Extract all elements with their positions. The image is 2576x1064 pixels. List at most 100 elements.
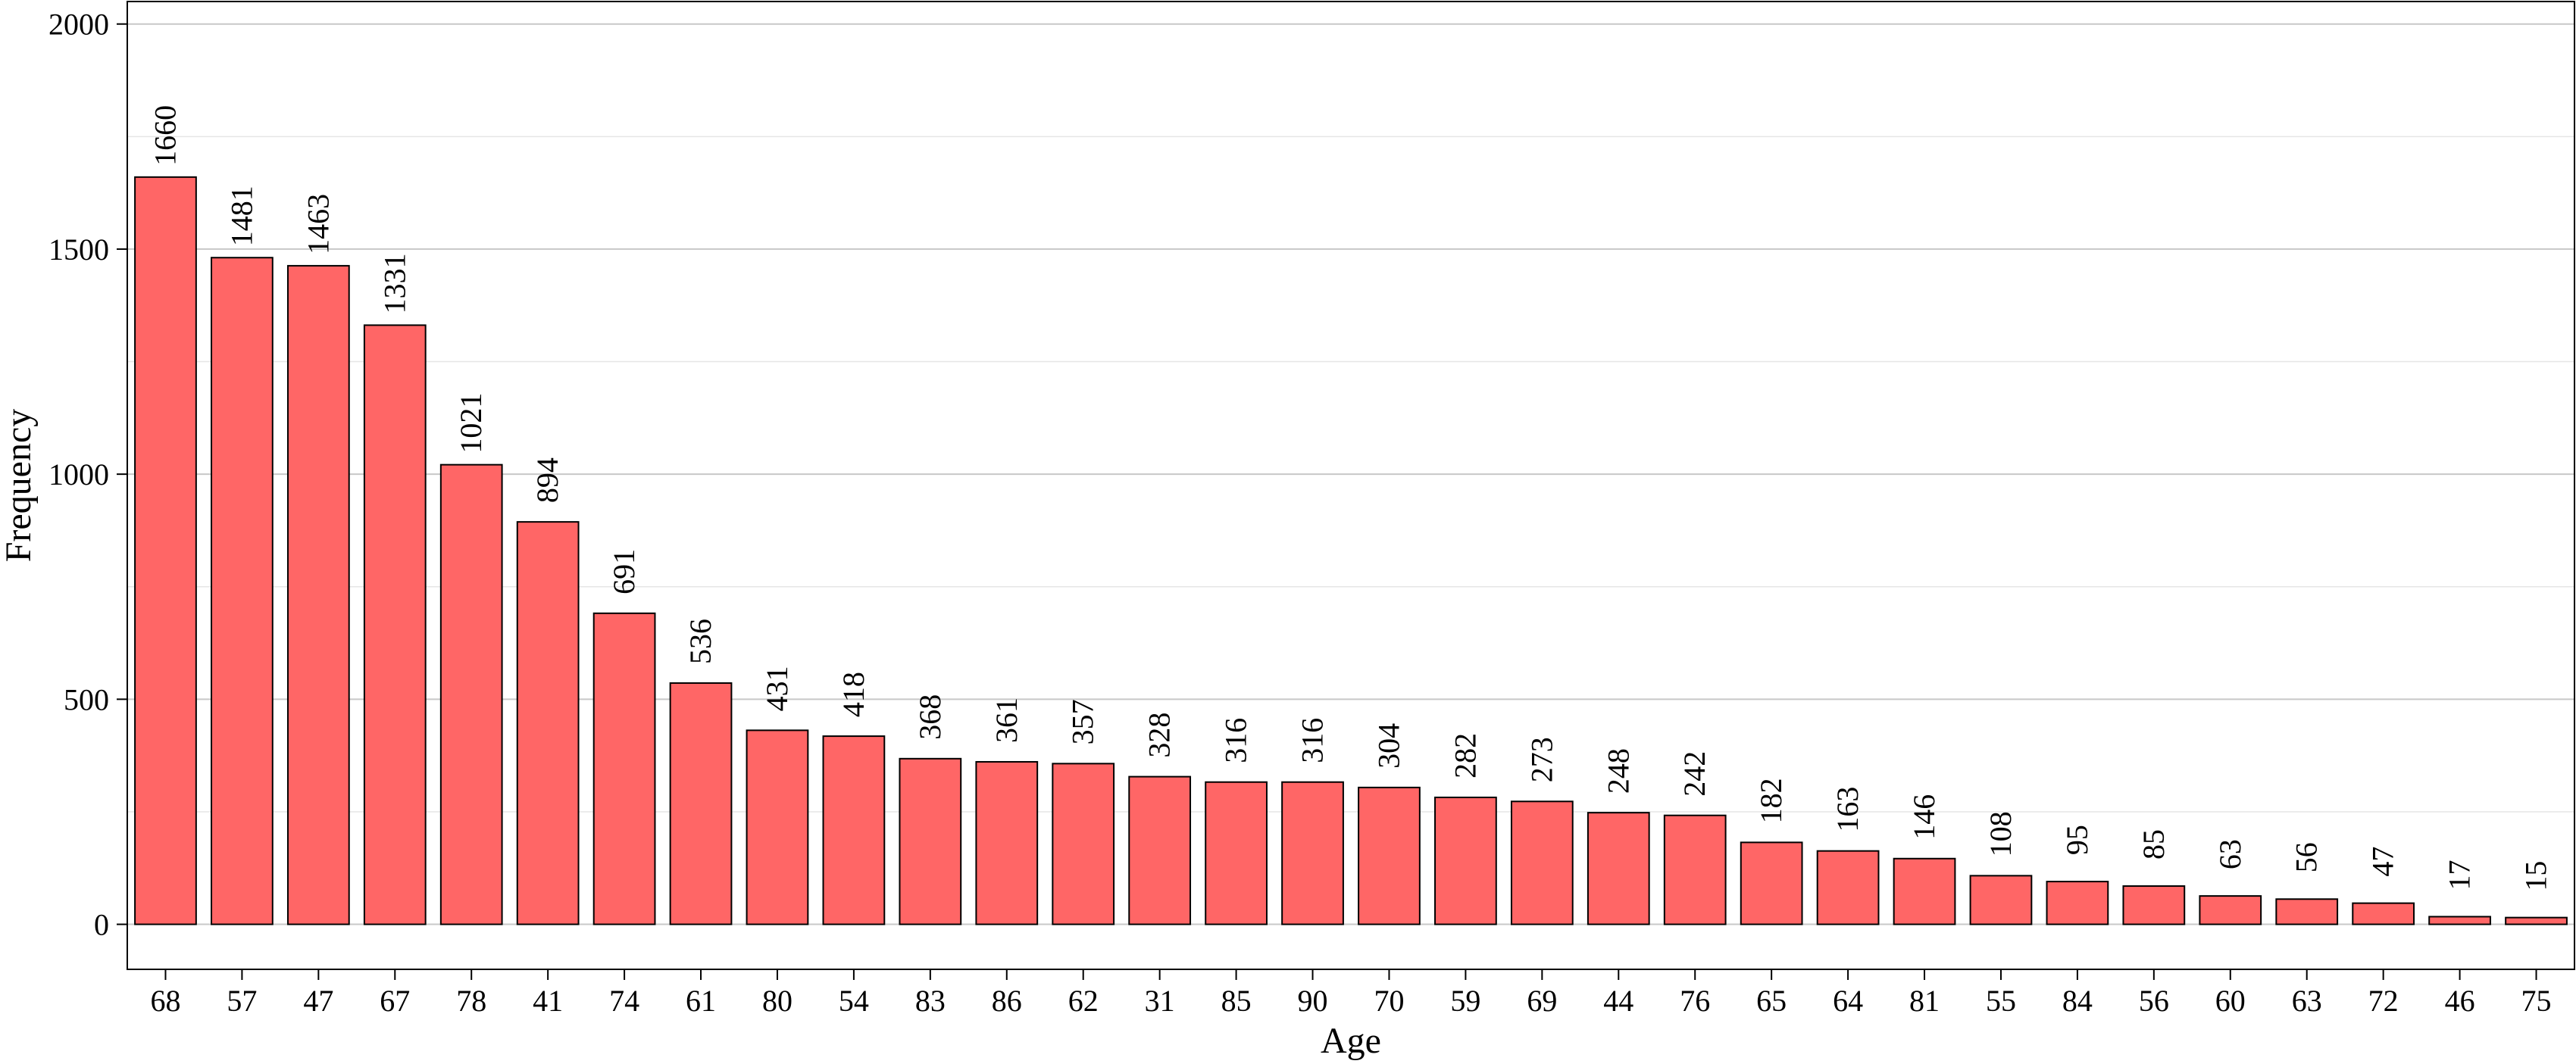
x-tick-label-75: 75 <box>2521 984 2552 1018</box>
bar-age-67 <box>363 324 427 925</box>
x-tick-label-65: 65 <box>1756 984 1787 1018</box>
bar-age-72 <box>2352 902 2415 925</box>
bar-age-61 <box>669 682 733 925</box>
data-label-age-41: 894 <box>530 457 564 503</box>
data-label-age-69: 273 <box>1524 737 1558 782</box>
bar-age-90 <box>1281 781 1344 925</box>
data-label-age-44: 248 <box>1601 748 1635 794</box>
plot-frame <box>127 1 2575 970</box>
y-tick-label: 1000 <box>48 457 109 491</box>
bar-age-78 <box>439 463 503 925</box>
bar-age-62 <box>1052 763 1115 925</box>
bar-age-46 <box>2428 916 2491 925</box>
data-label-age-84: 95 <box>2060 825 2094 855</box>
bars <box>134 176 2568 925</box>
y-axis-title: Frequency <box>0 409 39 563</box>
y-axis: 0 500 1000 1500 2000 <box>48 8 127 942</box>
x-axis: 68 57 47 67 78 41 74 61 80 54 83 86 62 31 85 90 70 59 69 44… <box>150 969 2552 1018</box>
x-tick-label-83: 83 <box>915 984 946 1018</box>
data-label-age-72: 47 <box>2366 847 2400 877</box>
x-tick-label-57: 57 <box>227 984 257 1018</box>
data-label-age-75: 15 <box>2519 861 2553 891</box>
x-tick-label-63: 63 <box>2292 984 2322 1018</box>
data-label-age-83: 368 <box>913 694 947 740</box>
data-label-age-70: 304 <box>1371 723 1405 769</box>
bar-age-41 <box>516 521 580 925</box>
x-tick-label-31: 31 <box>1145 984 1175 1018</box>
bar-age-60 <box>2199 895 2262 925</box>
data-label-age-62: 357 <box>1066 699 1100 744</box>
data-label-age-67: 1331 <box>377 253 411 314</box>
x-tick-label-74: 74 <box>609 984 639 1018</box>
data-label-age-85: 316 <box>1219 718 1253 763</box>
data-label-age-60: 63 <box>2213 839 2247 869</box>
data-label-age-74: 691 <box>607 549 641 594</box>
x-tick-label-46: 46 <box>2445 984 2475 1018</box>
y-tick-label: 1500 <box>48 232 109 267</box>
x-tick-label-55: 55 <box>1986 984 2016 1018</box>
data-label-age-47: 1463 <box>301 194 335 254</box>
bar-age-54 <box>822 735 886 925</box>
x-tick-label-41: 41 <box>533 984 563 1018</box>
bar-age-64 <box>1816 850 1880 925</box>
x-tick-label-59: 59 <box>1450 984 1480 1018</box>
x-tick-label-76: 76 <box>1680 984 1710 1018</box>
data-label-age-55: 108 <box>1984 811 2018 857</box>
bar-age-65 <box>1740 841 1803 925</box>
x-tick-label-69: 69 <box>1527 984 1557 1018</box>
bar-age-70 <box>1358 786 1421 925</box>
x-tick-label-80: 80 <box>762 984 792 1018</box>
x-tick-label-84: 84 <box>2062 984 2093 1018</box>
bar-age-55 <box>1969 875 2033 925</box>
bar-age-31 <box>1128 775 1192 925</box>
bar-age-85 <box>1205 781 1268 925</box>
x-tick-label-47: 47 <box>303 984 333 1018</box>
y-tick-label: 2000 <box>48 8 109 42</box>
x-tick-label-85: 85 <box>1221 984 1252 1018</box>
bar-age-63 <box>2275 898 2339 925</box>
data-label-age-57: 1481 <box>224 186 258 246</box>
y-tick-label: 0 <box>94 908 109 942</box>
data-label-age-80: 431 <box>760 666 794 711</box>
x-tick-label-54: 54 <box>839 984 869 1018</box>
data-label-age-65: 182 <box>1754 778 1788 823</box>
x-tick-label-78: 78 <box>456 984 486 1018</box>
data-labels: 1660 1481 1463 1331 1021 894 691 536 431 418 368 36… <box>148 105 2553 891</box>
x-tick-label-64: 64 <box>1833 984 1863 1018</box>
data-label-age-46: 17 <box>2443 860 2477 890</box>
bar-age-86 <box>975 760 1039 925</box>
data-label-age-78: 1021 <box>454 393 488 454</box>
bar-age-74 <box>592 612 656 925</box>
x-tick-label-70: 70 <box>1374 984 1404 1018</box>
x-tick-label-68: 68 <box>150 984 180 1018</box>
bar-age-80 <box>746 729 809 925</box>
data-label-age-81: 146 <box>1907 794 1941 840</box>
data-label-age-54: 418 <box>836 672 871 717</box>
bar-age-81 <box>1893 857 1956 925</box>
bar-age-75 <box>2505 916 2568 925</box>
data-label-age-56: 85 <box>2137 829 2171 860</box>
bar-age-47 <box>286 264 350 925</box>
data-label-age-90: 316 <box>1296 718 1330 763</box>
bar-age-76 <box>1663 814 1727 925</box>
bar-age-84 <box>2046 881 2109 925</box>
y-tick-label: 500 <box>64 682 109 716</box>
x-tick-label-60: 60 <box>2215 984 2246 1018</box>
x-tick-label-67: 67 <box>380 984 410 1018</box>
data-label-age-76: 242 <box>1677 751 1712 797</box>
data-label-age-31: 328 <box>1143 713 1177 758</box>
data-label-age-86: 361 <box>989 697 1024 743</box>
x-tick-label-61: 61 <box>686 984 716 1018</box>
bar-age-56 <box>2122 885 2186 925</box>
x-tick-label-86: 86 <box>992 984 1022 1018</box>
data-label-age-59: 282 <box>1448 733 1482 778</box>
data-label-age-63: 56 <box>2290 842 2324 872</box>
data-label-age-61: 536 <box>683 619 717 664</box>
bar-age-83 <box>899 757 962 925</box>
data-label-age-64: 163 <box>1830 787 1865 832</box>
x-tick-label-56: 56 <box>2139 984 2169 1018</box>
x-tick-label-72: 72 <box>2368 984 2399 1018</box>
x-tick-label-44: 44 <box>1603 984 1633 1018</box>
